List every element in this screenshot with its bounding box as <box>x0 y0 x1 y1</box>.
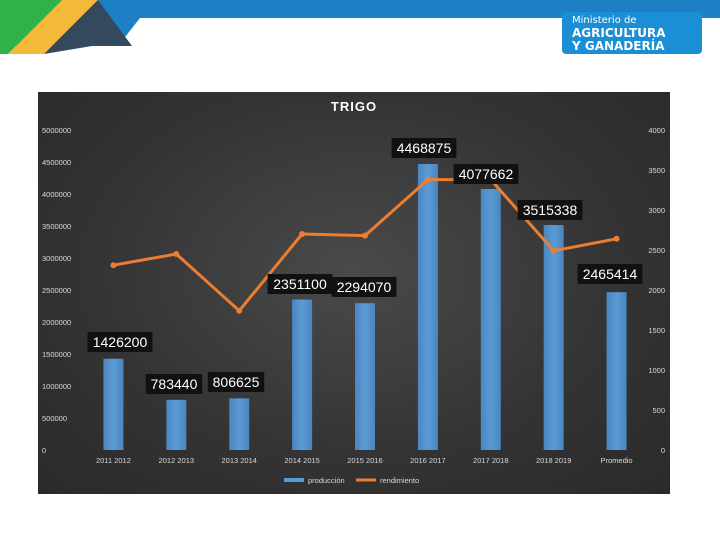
data-label-box <box>87 332 153 352</box>
data-label-box <box>331 277 397 297</box>
x-tick-label: 2018 2019 <box>536 456 571 465</box>
left-tick-label: 500000 <box>42 414 67 423</box>
data-label: 806625 <box>213 374 260 390</box>
point-rendimiento <box>110 262 117 269</box>
right-axis: 0 500 1000 1500 2000 2500 3000 3500 4000 <box>648 126 665 455</box>
banner-yellow-shape <box>8 0 98 54</box>
point-rendimiento <box>236 307 243 314</box>
trigo-chart: TRIGO 0500000100000015000002000000250000… <box>42 99 665 485</box>
x-tick-label: 2011 2012 <box>96 456 131 465</box>
right-tick-label: 1000 <box>648 366 665 375</box>
data-label-box <box>391 138 457 158</box>
right-tick-label: 2500 <box>648 246 665 255</box>
header-banner: Ministerio de AGRICULTURA Y GANADERÍA <box>0 0 720 62</box>
left-tick-label: 0 <box>42 446 46 455</box>
x-tick-label: 2014 2015 <box>284 456 319 465</box>
legend: producción rendimiento <box>284 476 419 485</box>
data-label: 2351100 <box>273 276 327 292</box>
x-tick-label: 2016 2017 <box>410 456 445 465</box>
left-tick-label: 4500000 <box>42 158 71 167</box>
data-label-box <box>517 200 583 220</box>
banner-blue-band <box>0 0 720 46</box>
data-label: 4077662 <box>459 166 514 182</box>
right-tick-label: 500 <box>652 406 665 415</box>
chart-title: TRIGO <box>331 99 377 114</box>
point-rendimiento <box>550 247 557 254</box>
x-tick-label: 2017 2018 <box>473 456 508 465</box>
bar-produccion <box>543 225 564 450</box>
bar-produccion <box>355 303 375 450</box>
chart-panel: TRIGO 0 500000 1000000 1500000 2000000 250000… <box>38 92 670 494</box>
data-label-box <box>267 274 333 294</box>
bar-produccion <box>292 299 313 450</box>
point-rendimiento <box>424 176 431 183</box>
legend-swatch-rendimiento <box>356 478 376 482</box>
point-rendimiento <box>299 231 306 237</box>
logo-line2: AGRICULTURA <box>572 26 666 40</box>
left-tick-label: 2000000 <box>42 318 71 327</box>
right-tick-label: 3000 <box>648 206 665 215</box>
legend-swatch-produccion <box>284 478 304 482</box>
bars-group <box>103 163 627 450</box>
x-tick-label: 2012 2013 <box>159 456 194 465</box>
right-tick-label: 2000 <box>648 286 665 295</box>
left-axis: 0 500000 1000000 1500000 2000000 2500000 30000… <box>42 126 71 455</box>
data-label: 2294070 <box>337 279 392 295</box>
data-label-box <box>577 264 643 284</box>
data-label: 4468875 <box>397 140 452 156</box>
right-tick-label: 0 <box>661 446 665 455</box>
bar-produccion <box>166 399 187 450</box>
right-tick-label: 1500 <box>648 326 665 335</box>
bar-produccion <box>229 398 250 450</box>
left-tick-label: 4000000 <box>42 190 71 199</box>
banner-green-shape <box>0 0 62 54</box>
bar-produccion <box>103 358 124 450</box>
legend-label-produccion: producción <box>308 476 345 485</box>
banner-dark-shape <box>44 0 132 54</box>
left-tick-label: 1500000 <box>42 350 71 359</box>
data-label-box <box>145 374 203 394</box>
bar-produccion <box>417 163 438 450</box>
left-tick-label: 3000000 <box>42 254 71 263</box>
ministry-logo: Ministerio de AGRICULTURA Y GANADERÍA <box>562 12 702 54</box>
logo-line3: Y GANADERÍA <box>572 39 665 53</box>
x-tick-label: 2015 2016 <box>347 456 382 465</box>
right-tick-label: 3500 <box>648 166 665 175</box>
bar-produccion <box>480 189 501 450</box>
data-label: 783440 <box>151 376 198 392</box>
legend-label-rendimiento: rendimiento <box>380 476 419 485</box>
data-label: 3515338 <box>523 202 578 218</box>
left-tick-label: 1000000 <box>42 382 71 391</box>
x-axis-labels: 2011 2012 2012 2013 2013 2014 2014 2015 2015… <box>96 456 633 465</box>
logo-line1: Ministerio de <box>572 15 637 26</box>
x-tick-label: Promedio <box>601 456 633 465</box>
point-rendimiento <box>613 235 620 242</box>
data-label-box <box>207 372 265 392</box>
data-label-box <box>453 164 519 184</box>
data-label: 2465414 <box>583 266 638 282</box>
data-labels: 1426200 783440 806625 2351100 2294070 4468875… <box>87 138 643 394</box>
banner-graphic <box>0 0 720 54</box>
left-tick-label: 5000000 <box>42 126 71 135</box>
data-label: 1426200 <box>93 334 148 350</box>
bar-produccion <box>606 292 627 450</box>
left-tick-label: 3500000 <box>42 222 71 231</box>
right-tick-label: 4000 <box>648 126 665 135</box>
point-rendimiento <box>362 232 368 239</box>
x-tick-label: 2013 2014 <box>221 456 256 465</box>
left-tick-label: 2500000 <box>42 286 71 295</box>
point-rendimiento <box>173 251 180 257</box>
